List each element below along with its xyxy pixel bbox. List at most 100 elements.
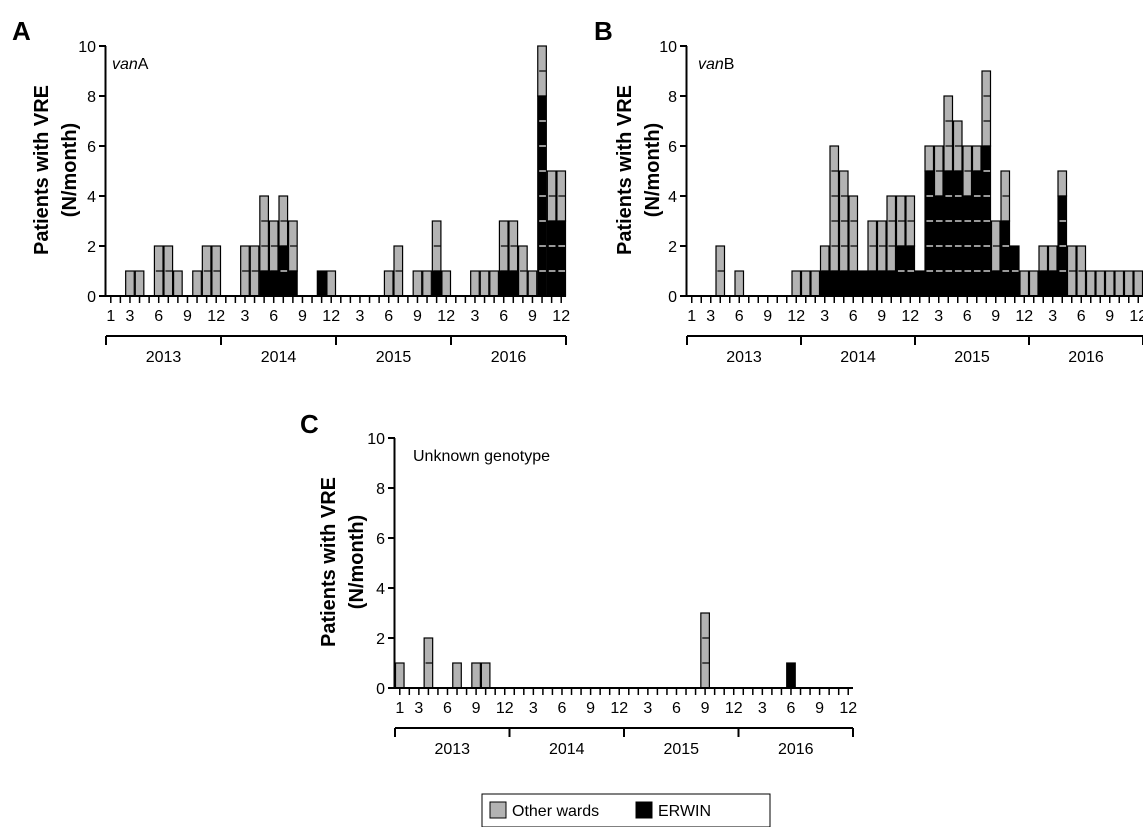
bar-erwin (829, 270, 840, 297)
y-axis-label-line1: Patients with VRE (614, 85, 636, 255)
y-tick-label: 4 (87, 189, 96, 206)
bar-other-wards (383, 270, 394, 297)
x-tick-label: 6 (849, 308, 858, 325)
bar-erwin (886, 270, 897, 297)
y-axis-label-line2: (N/month) (346, 515, 368, 609)
x-tick-label: 3 (471, 308, 480, 325)
x-tick-label: 3 (241, 308, 250, 325)
x-tick-label: 3 (934, 308, 943, 325)
y-tick-label: 4 (376, 581, 385, 598)
bar-other-wards (326, 270, 337, 297)
x-tick-label: 9 (1105, 308, 1114, 325)
bar-other-wards (791, 270, 802, 297)
bar-erwin (924, 170, 935, 297)
x-tick-label: 3 (820, 308, 829, 325)
genotype-label: vanA (112, 56, 149, 73)
x-tick-label: 12 (207, 308, 225, 325)
year-label: 2016 (1068, 349, 1104, 366)
bar-erwin (259, 270, 270, 297)
year-label: 2015 (954, 349, 990, 366)
x-tick-label: 6 (787, 700, 796, 717)
bar-other-wards (800, 270, 811, 297)
bar-erwin (952, 170, 963, 297)
bar-other-wards (1133, 270, 1143, 297)
bar-other-wards (1085, 270, 1096, 297)
y-tick-label: 6 (87, 139, 96, 156)
x-tick-label: 12 (552, 308, 570, 325)
bar-other-wards (479, 270, 490, 297)
legend-swatch-other-wards (489, 801, 507, 819)
x-tick-label: 1 (687, 308, 696, 325)
y-tick-label: 8 (87, 89, 96, 106)
x-tick-label: 6 (443, 700, 452, 717)
y-tick-label: 10 (659, 39, 677, 56)
x-tick-label: 3 (1048, 308, 1057, 325)
x-tick-label: 6 (384, 308, 393, 325)
y-tick-label: 8 (668, 89, 677, 106)
x-tick-label: 9 (472, 700, 481, 717)
legend-label-erwin: ERWIN (658, 803, 711, 820)
x-tick-label: 3 (126, 308, 135, 325)
x-tick-label: 1 (106, 308, 115, 325)
bar-other-wards (441, 270, 452, 297)
bar-other-wards (700, 612, 710, 689)
bar-erwin (943, 170, 954, 297)
bar-other-wards (981, 70, 992, 147)
bar-other-wards (192, 270, 202, 297)
bar-erwin (990, 270, 1001, 297)
x-tick-label: 3 (758, 700, 767, 717)
panel-letter-b: B (594, 16, 613, 46)
year-label: 2014 (549, 741, 585, 758)
bar-other-wards (924, 145, 935, 172)
bar-other-wards (1114, 270, 1125, 297)
legend-label-other-wards: Other wards (512, 803, 599, 820)
x-tick-label: 3 (706, 308, 715, 325)
y-axis-label-line1: Patients with VRE (31, 85, 53, 255)
x-tick-label: 3 (643, 700, 652, 717)
bar-other-wards (1104, 270, 1115, 297)
y-tick-label: 10 (367, 431, 385, 448)
x-tick-label: 6 (499, 308, 508, 325)
x-tick-label: 3 (414, 700, 423, 717)
year-label: 2015 (663, 741, 699, 758)
x-tick-label: 12 (1015, 308, 1033, 325)
legend-swatch-erwin (635, 801, 653, 819)
bar-erwin (914, 270, 925, 297)
genotype-label: vanB (698, 56, 734, 73)
bar-other-wards (527, 270, 538, 297)
genotype-label: Unknown genotype (413, 448, 550, 465)
year-label: 2016 (778, 741, 814, 758)
bar-other-wards (1123, 270, 1134, 297)
bar-other-wards (1019, 270, 1030, 297)
x-tick-label: 6 (963, 308, 972, 325)
panel-letter-a: A (12, 16, 31, 46)
y-tick-label: 2 (376, 631, 385, 648)
x-tick-label: 12 (787, 308, 805, 325)
x-tick-label: 9 (183, 308, 192, 325)
y-axis-label-line2: (N/month) (642, 123, 664, 217)
y-tick-label: 0 (87, 289, 96, 306)
bar-other-wards (810, 270, 821, 297)
bar-other-wards (172, 270, 183, 297)
year-label: 2013 (726, 349, 762, 366)
x-tick-label: 9 (528, 308, 537, 325)
panel-letter-c: C (300, 409, 319, 439)
y-tick-label: 6 (668, 139, 677, 156)
x-tick-label: 6 (269, 308, 278, 325)
bar-other-wards (734, 270, 745, 297)
x-tick-label: 12 (437, 308, 455, 325)
x-tick-label: 6 (558, 700, 567, 717)
y-tick-label: 6 (376, 531, 385, 548)
year-label: 2013 (434, 741, 470, 758)
x-tick-label: 9 (586, 700, 595, 717)
y-tick-label: 2 (668, 239, 677, 256)
bar-erwin (867, 270, 878, 297)
panel-a: A Patients with VRE (N/month) vanA 0 2 4 6 8… (12, 16, 570, 366)
x-tick-label: 6 (1077, 308, 1086, 325)
x-tick-label: 6 (672, 700, 681, 717)
bar-other-wards (1047, 245, 1058, 272)
bar-other-wards (412, 270, 423, 297)
x-tick-label: 9 (991, 308, 1000, 325)
x-tick-label: 12 (322, 308, 340, 325)
